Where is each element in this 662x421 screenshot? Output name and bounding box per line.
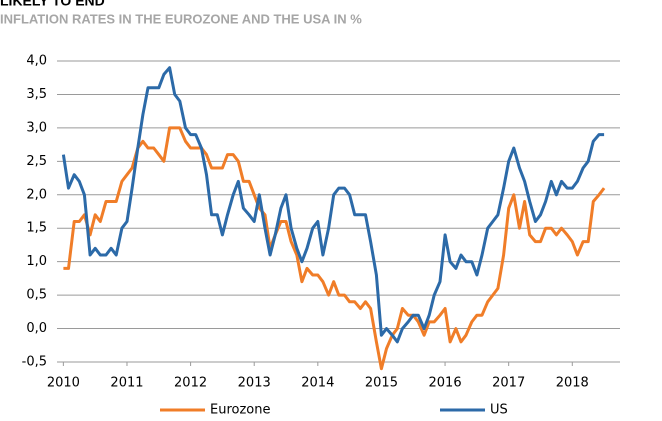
y-tick-label: 1,0 bbox=[26, 254, 47, 269]
y-tick-label: 1,5 bbox=[26, 221, 47, 236]
y-tick-label: 0,0 bbox=[26, 321, 47, 336]
y-tick-label: 2,5 bbox=[26, 154, 47, 169]
y-tick-label: 3,0 bbox=[26, 120, 47, 135]
x-tick-label: 2012 bbox=[174, 376, 207, 391]
legend-label: US bbox=[490, 403, 508, 418]
y-tick-label: 2,0 bbox=[26, 187, 47, 202]
x-tick-label: 2014 bbox=[301, 376, 334, 391]
legend-label: Eurozone bbox=[210, 403, 270, 418]
y-tick-label: -0,5 bbox=[22, 355, 47, 370]
series-line bbox=[63, 126, 606, 371]
y-tick-label: 3,5 bbox=[26, 87, 47, 102]
x-tick-label: 2016 bbox=[429, 376, 462, 391]
y-tick-label: 4,0 bbox=[26, 54, 47, 69]
chart-title: LIKELY TO END bbox=[0, 0, 105, 9]
x-tick-label: 2017 bbox=[492, 376, 525, 391]
chart-subtitle: INFLATION RATES IN THE EUROZONE AND THE … bbox=[0, 11, 362, 26]
x-tick-label: 2015 bbox=[365, 376, 398, 391]
x-tick-label: 2013 bbox=[238, 376, 271, 391]
y-tick-label: 0,5 bbox=[26, 288, 47, 303]
x-tick-label: 2018 bbox=[556, 376, 589, 391]
x-tick-label: 2010 bbox=[47, 376, 80, 391]
series-line bbox=[61, 66, 605, 344]
x-tick-label: 2011 bbox=[110, 376, 143, 391]
